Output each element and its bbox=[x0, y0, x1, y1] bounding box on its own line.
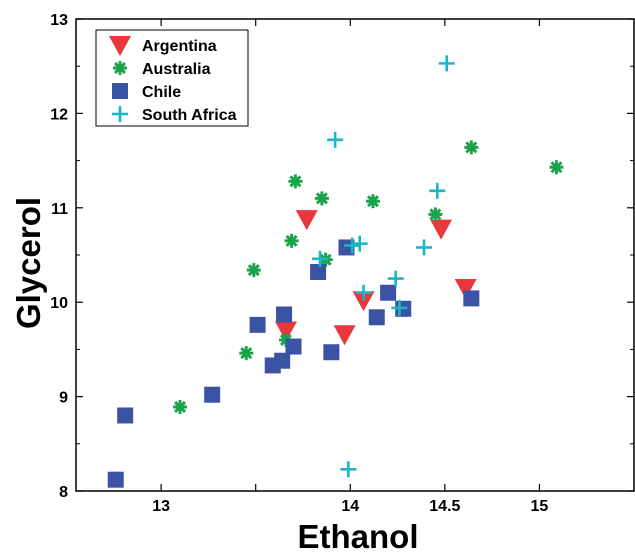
point-australia bbox=[549, 160, 564, 175]
y-tick-label: 13 bbox=[50, 12, 68, 29]
point-south-africa bbox=[355, 284, 372, 301]
point-chile bbox=[204, 386, 221, 403]
data-points bbox=[107, 55, 564, 488]
point-chile bbox=[249, 316, 266, 333]
y-tick-label: 11 bbox=[51, 201, 68, 218]
point-south-africa bbox=[416, 239, 433, 256]
x-tick-label: 15 bbox=[531, 498, 549, 515]
x-tick-label: 14.5 bbox=[429, 498, 460, 515]
point-chile bbox=[107, 471, 124, 488]
point-argentina bbox=[274, 321, 297, 342]
legend-marker-south-africa bbox=[112, 106, 128, 122]
point-australia bbox=[428, 207, 443, 222]
point-australia bbox=[288, 174, 303, 189]
legend-marker-argentina bbox=[109, 36, 131, 56]
point-argentina bbox=[333, 325, 356, 346]
point-south-africa bbox=[351, 235, 368, 252]
legend-label-chile: Chile bbox=[142, 84, 181, 101]
point-australia bbox=[239, 346, 254, 361]
legend: Argentina Australia Chile South Africa bbox=[95, 29, 249, 127]
point-australia bbox=[365, 194, 380, 209]
x-tick-label: 14 bbox=[341, 498, 359, 515]
y-axis: 8 9 10 11 12 13 bbox=[50, 12, 634, 501]
legend-label-argentina: Argentina bbox=[142, 38, 217, 55]
point-south-africa bbox=[391, 299, 408, 316]
point-argentina bbox=[295, 210, 318, 231]
point-chile bbox=[463, 290, 480, 307]
point-australia bbox=[464, 140, 479, 155]
point-chile bbox=[323, 344, 340, 361]
point-south-africa bbox=[340, 461, 357, 478]
point-chile bbox=[285, 338, 302, 355]
legend-label-australia: Australia bbox=[142, 61, 211, 78]
point-chile bbox=[368, 309, 385, 326]
point-argentina bbox=[454, 279, 477, 300]
point-south-africa bbox=[344, 237, 361, 254]
point-south-africa bbox=[438, 55, 455, 72]
y-tick-label: 12 bbox=[50, 106, 68, 123]
x-tick-label: 13 bbox=[152, 498, 170, 515]
y-tick-label: 9 bbox=[59, 390, 68, 407]
point-south-africa bbox=[327, 131, 344, 148]
point-chile bbox=[380, 284, 397, 301]
point-south-africa bbox=[429, 182, 446, 199]
point-australia bbox=[246, 263, 261, 278]
point-argentina bbox=[352, 291, 375, 312]
point-argentina bbox=[430, 219, 453, 240]
point-south-africa bbox=[312, 250, 329, 267]
point-south-africa bbox=[387, 270, 404, 287]
point-australia bbox=[173, 399, 188, 414]
x-axis-title: Ethanol bbox=[298, 518, 419, 554]
legend-marker-chile bbox=[112, 83, 128, 99]
point-australia bbox=[314, 191, 329, 206]
point-chile bbox=[310, 263, 327, 280]
point-chile bbox=[274, 352, 291, 369]
point-chile bbox=[338, 239, 355, 256]
y-axis-title: Glycerol bbox=[10, 197, 47, 329]
y-tick-label: 8 bbox=[59, 484, 68, 501]
point-chile bbox=[276, 306, 293, 323]
point-australia bbox=[284, 233, 299, 248]
point-chile bbox=[117, 407, 134, 424]
legend-label-south-africa: South Africa bbox=[142, 107, 237, 124]
x-axis: 13 14 14.5 15 bbox=[152, 19, 548, 515]
y-tick-label: 10 bbox=[50, 295, 68, 312]
legend-marker-australia bbox=[113, 61, 127, 75]
